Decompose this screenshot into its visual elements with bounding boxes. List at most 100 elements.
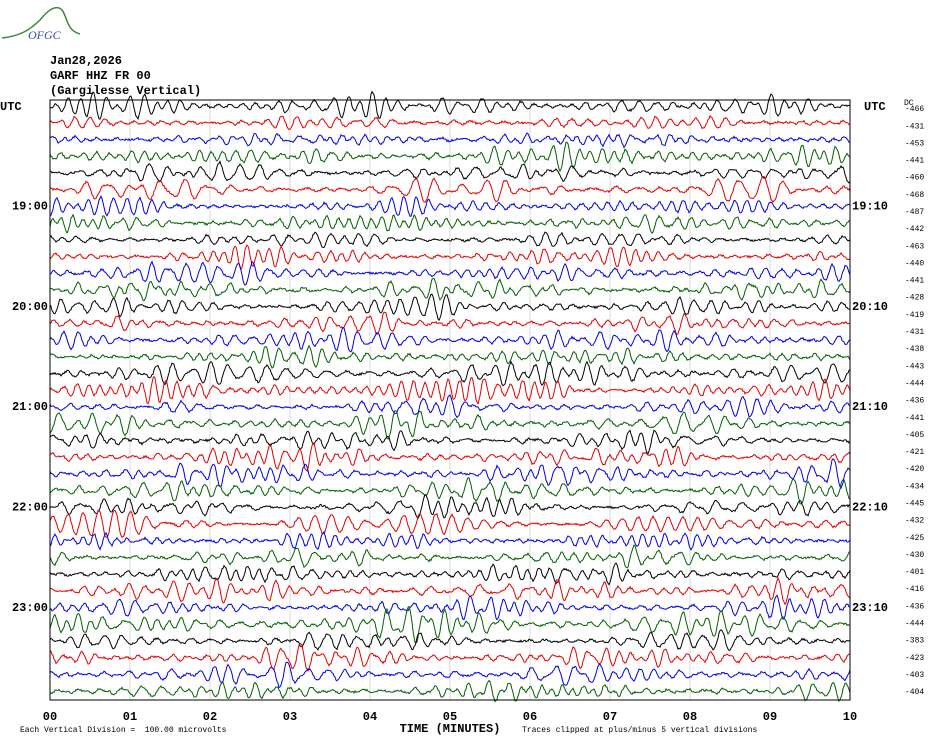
dc-value: -443 [905, 362, 924, 371]
hour-label: 19:00 [12, 199, 48, 213]
dc-value: -436 [905, 397, 924, 406]
dc-value: -421 [905, 448, 924, 457]
x-tick-label: 04 [363, 710, 377, 724]
dc-value: -416 [905, 585, 924, 594]
x-tick-label: 00 [43, 710, 57, 724]
hour-label: 20:10 [852, 300, 888, 314]
dc-value: -430 [905, 551, 924, 560]
x-tick-label: 03 [283, 710, 297, 724]
seismic-trace [49, 244, 851, 271]
seismic-trace [49, 213, 851, 234]
seismic-trace [49, 605, 851, 644]
hour-label: 19:10 [852, 199, 888, 213]
seismic-trace [49, 194, 851, 217]
seismic-trace [49, 293, 851, 322]
x-tick-label: 06 [523, 710, 537, 724]
right-axis-title: UTC [864, 100, 886, 114]
seismic-trace [49, 231, 851, 249]
dc-value: -403 [905, 671, 924, 680]
dc-value: -432 [905, 517, 924, 526]
hour-label: 21:00 [12, 400, 48, 414]
x-axis-title: TIME (MINUTES) [400, 722, 501, 736]
seismic-trace [49, 409, 851, 440]
x-tick-label: 07 [603, 710, 617, 724]
dc-value: -436 [905, 602, 924, 611]
dc-value: -420 [905, 465, 924, 474]
dc-value: -442 [905, 225, 924, 234]
seismic-trace [49, 360, 851, 387]
seismic-trace [49, 629, 851, 651]
station: GARF HHZ FR 00 [50, 69, 151, 83]
x-tick-label: 08 [683, 710, 697, 724]
seismic-trace [49, 132, 851, 149]
left-axis-title: UTC [0, 100, 22, 114]
x-tick-label: 09 [763, 710, 777, 724]
dc-value: -460 [905, 174, 924, 183]
dc-value: -444 [905, 379, 924, 388]
logo-text: OFGC [28, 28, 62, 42]
dc-value: -441 [905, 157, 924, 166]
seismic-trace [49, 477, 851, 505]
hour-label: 23:10 [852, 601, 888, 615]
x-tick-label: 02 [203, 710, 217, 724]
traces [49, 90, 851, 703]
seismic-trace [49, 530, 851, 551]
grid [49, 100, 851, 700]
seismic-trace [49, 544, 851, 569]
seismic-trace [49, 642, 851, 672]
hour-label: 21:10 [852, 400, 888, 414]
seismic-trace [49, 311, 850, 336]
seismic-trace [49, 90, 851, 121]
seismic-trace [49, 679, 851, 703]
hour-label: 20:00 [12, 300, 48, 314]
x-tick-label: 05 [443, 710, 457, 724]
dc-value: -425 [905, 534, 924, 543]
seismic-trace [49, 114, 851, 131]
dc-title: DC [904, 99, 914, 108]
scale-note: Each Vertical Division = 100.00 microvol… [20, 726, 227, 735]
dc-value: -463 [905, 242, 924, 251]
date: Jan28,2026 [50, 54, 122, 68]
seismic-trace [49, 509, 851, 539]
location: (Gargilesse Vertical) [50, 84, 201, 98]
seismic-trace [49, 344, 851, 369]
plot-frame [49, 99, 851, 701]
dc-value: -440 [905, 259, 924, 268]
x-tick-label: 01 [123, 710, 137, 724]
dc-value: -441 [905, 277, 924, 286]
dc-value: -431 [905, 328, 924, 337]
dc-value: -468 [905, 191, 924, 200]
dc-value: -423 [905, 654, 924, 663]
logo: OFGC [1, 6, 81, 42]
dc-value: -438 [905, 345, 924, 354]
dc-value: -428 [905, 294, 924, 303]
seismic-trace [49, 661, 851, 689]
dc-value: -431 [905, 122, 924, 131]
logo-curve [1, 6, 81, 39]
seismic-trace [49, 327, 851, 353]
hour-label: 23:00 [12, 601, 48, 615]
seismic-trace [49, 494, 851, 520]
seismic-trace [49, 141, 851, 172]
hour-label: 22:00 [12, 500, 48, 514]
dc-value: -441 [905, 414, 924, 423]
seismic-trace [49, 260, 851, 286]
dc-value: -487 [905, 208, 924, 217]
hour-label: 22:10 [852, 500, 888, 514]
seismic-trace [49, 576, 851, 606]
dc-value: -453 [905, 139, 924, 148]
seismic-trace [49, 458, 851, 490]
dc-value: -445 [905, 499, 924, 508]
dc-value: -419 [905, 311, 924, 320]
clip-note: Traces clipped at plus/minus 5 vertical … [522, 726, 757, 735]
seismic-trace [49, 429, 851, 455]
dc-value: -401 [905, 568, 924, 577]
seismic-trace [49, 375, 851, 406]
dc-value: -444 [905, 620, 924, 629]
seismic-trace [49, 562, 851, 586]
seismic-trace [49, 594, 851, 621]
seismic-trace [49, 394, 851, 419]
dc-value: -404 [905, 688, 924, 697]
x-tick-label: 10 [843, 710, 857, 724]
